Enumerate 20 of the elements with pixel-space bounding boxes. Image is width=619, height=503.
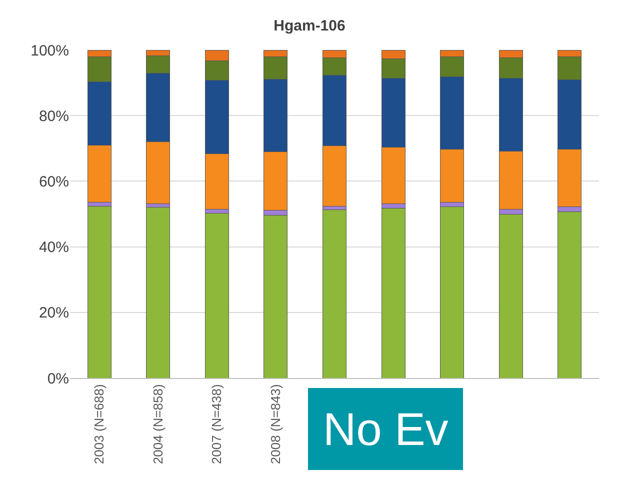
x-tick-label: 2007 (N=438): [209, 384, 224, 464]
bar: [558, 211, 582, 378]
bar: [498, 214, 523, 378]
y-tick-label: 80%: [38, 108, 69, 125]
y-tick-label: 0%: [47, 370, 69, 388]
y-tick-label: 60%: [38, 173, 69, 190]
bar: [146, 207, 170, 378]
bar: [322, 209, 347, 378]
y-tick-label: 40%: [38, 239, 69, 256]
y-tick-label: 100%: [30, 42, 69, 60]
x-tick-label: 2004 (N=858): [150, 384, 166, 464]
text: No Ev: [323, 403, 448, 455]
bar: [87, 206, 112, 378]
x-tick-label: 2008 (N=843): [268, 384, 283, 464]
chart-title: Hgam-106: [274, 18, 346, 35]
y-tick-label: 20%: [38, 304, 69, 322]
bar: [440, 206, 464, 378]
bar: [381, 208, 406, 378]
bar: [204, 212, 229, 378]
x-tick-label: 2003 (N=688): [92, 384, 107, 464]
